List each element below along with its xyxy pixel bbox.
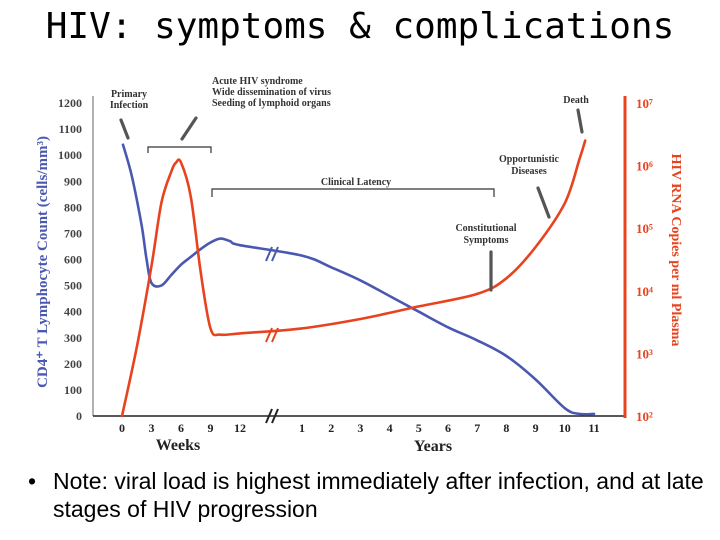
x-year-tick-label: 4 (387, 421, 393, 435)
x-axis-break-mark (265, 408, 273, 424)
chart-series (120, 139, 596, 424)
x-week-tick-label: 3 (149, 421, 155, 435)
y-right-tick-label: 10² (636, 409, 653, 424)
note-text: Note: viral load is highest immediately … (53, 468, 704, 522)
x-year-tick-label: 5 (416, 421, 422, 435)
hiv-course-chart: 1200110010009008007006005004003002001000… (35, 76, 683, 455)
arrow-opportunistic-diseases (536, 186, 551, 219)
y-left-tick-label: 400 (64, 305, 82, 319)
y-right-tick-label: 10⁷ (636, 96, 653, 111)
annotation-constitutional-symptoms: Constitutional (455, 223, 516, 234)
y-left-axis-title: CD4⁺ T Lymphocyte Count (cells/mm³) (35, 136, 51, 388)
bracket-acute-phase (147, 146, 212, 153)
x-years-axis-title: Years (414, 438, 452, 455)
y-left-tick-label: 1100 (59, 122, 82, 136)
arrow-acute-syndrome (180, 116, 198, 141)
x-week-tick-label: 9 (208, 421, 214, 435)
y-left-tick-label: 700 (64, 226, 82, 240)
y-left-tick-label: 600 (64, 253, 82, 267)
slide-title: HIV: symptoms & complications (45, 6, 675, 47)
chart-ticks: 1200110010009008007006005004003002001000… (35, 96, 683, 455)
x-year-tick-label: 8 (503, 421, 509, 435)
y-right-tick-label: 10⁴ (636, 284, 653, 299)
y-left-tick-label: 900 (64, 174, 82, 188)
annotation-primary-infection: Primary (111, 89, 147, 100)
rna-series-line (120, 139, 587, 418)
annotation-constitutional-symptoms: Symptoms (463, 235, 508, 246)
y-left-tick-label: 800 (64, 200, 82, 214)
y-left-tick-label: 300 (64, 331, 82, 345)
annotation-acute-syndrome: Wide dissemination of virus (212, 87, 331, 98)
annotation-death: Death (563, 95, 589, 106)
x-year-tick-label: 10 (559, 421, 571, 435)
x-year-tick-label: 2 (328, 421, 334, 435)
x-week-tick-label: 12 (234, 421, 246, 435)
x-year-tick-label: 9 (533, 421, 539, 435)
rna-break-mark (265, 327, 273, 343)
cd4-break-mark (271, 246, 279, 262)
cd4-series-line (121, 143, 596, 416)
annotation-opportunistic-diseases: Opportunistic (499, 154, 560, 165)
bullet-glyph: • (28, 468, 37, 494)
chart-axes (92, 96, 627, 418)
y-left-tick-label: 200 (64, 357, 82, 371)
annotation-opportunistic-diseases: Diseases (511, 166, 547, 177)
x-week-tick-label: 0 (119, 421, 125, 435)
y-right-axis-title: HIV RNA Copies per ml Plasma (668, 154, 683, 347)
rna-break-mark (271, 327, 279, 343)
annotation-primary-infection: Infection (110, 100, 149, 111)
cd4-break-mark (265, 246, 273, 262)
y-left-tick-label: 500 (64, 279, 82, 293)
annotation-acute-syndrome: Acute HIV syndrome (212, 76, 303, 87)
bracket-clinical-latency (211, 188, 495, 197)
y-right-tick-label: 10⁶ (636, 159, 653, 174)
x-year-tick-label: 6 (445, 421, 451, 435)
annotation-acute-syndrome: Seeding of lymphoid organs (212, 98, 331, 109)
x-weeks-axis-title: Weeks (156, 437, 200, 454)
x-year-tick-label: 7 (474, 421, 480, 435)
x-year-tick-label: 1 (299, 421, 305, 435)
y-left-tick-label: 1000 (58, 148, 82, 162)
arrow-primary-infection (119, 118, 130, 140)
arrow-death (576, 108, 584, 134)
x-week-tick-label: 6 (178, 421, 184, 435)
y-left-tick-label: 1200 (58, 96, 82, 110)
x-year-tick-label: 11 (588, 421, 599, 435)
y-right-tick-label: 10³ (636, 346, 653, 361)
x-year-tick-label: 3 (357, 421, 363, 435)
y-left-tick-label: 0 (76, 409, 82, 423)
y-right-tick-label: 10⁵ (636, 221, 653, 236)
annotation-clinical-latency: Clinical Latency (321, 177, 391, 188)
y-left-tick-label: 100 (64, 383, 82, 397)
x-axis-break-mark (271, 408, 279, 424)
